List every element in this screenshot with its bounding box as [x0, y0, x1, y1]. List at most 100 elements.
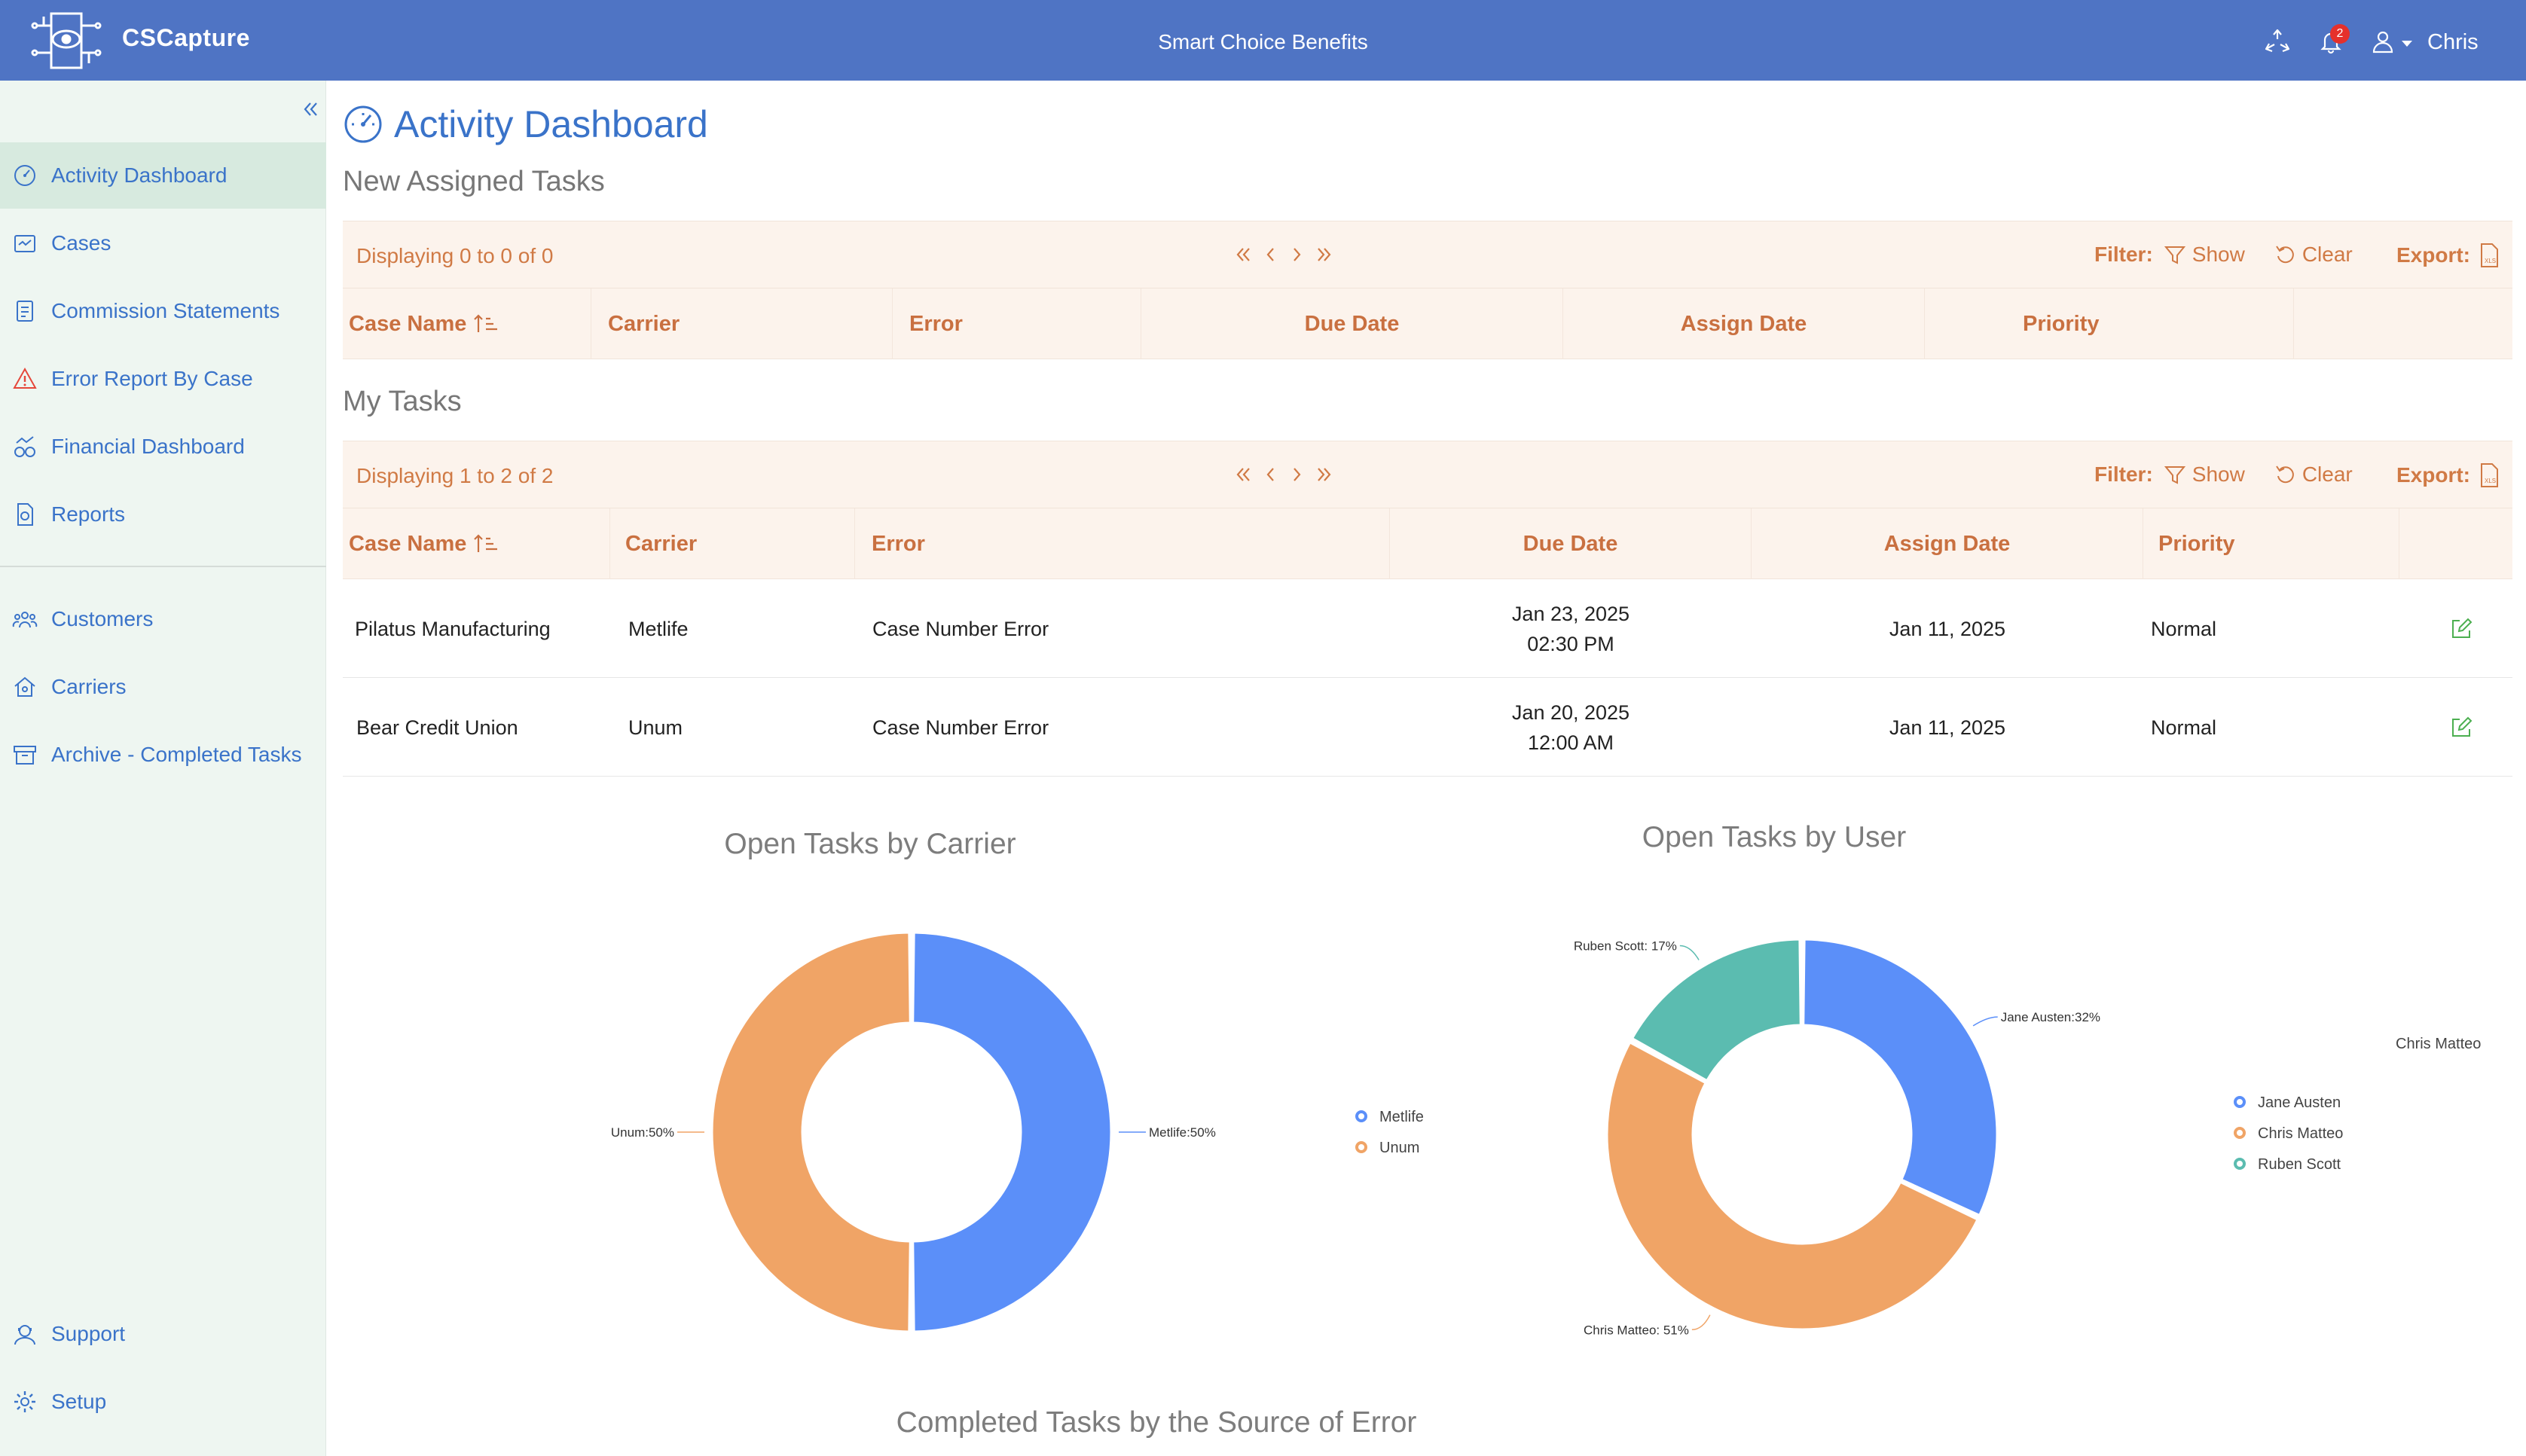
sidebar-divider — [0, 566, 326, 567]
sidebar-item-label: Archive - Completed Tasks — [51, 743, 302, 766]
error-cell: Case Number Error — [872, 716, 1049, 739]
excel-export-icon[interactable]: XLS — [2478, 462, 2500, 488]
column-header-due-date[interactable]: Due Date — [1141, 288, 1563, 359]
funnel-icon[interactable] — [2164, 243, 2186, 266]
sidebar-item-support[interactable]: Support — [0, 1301, 326, 1367]
legend-label[interactable]: Metlife — [1379, 1109, 1424, 1125]
case-name-cell[interactable]: Bear Credit Union — [356, 716, 518, 739]
filter-show-button[interactable]: Show — [2192, 462, 2245, 486]
excel-export-icon[interactable]: XLS — [2478, 243, 2500, 268]
reset-icon[interactable] — [2274, 463, 2296, 486]
due-date-cell: Jan 23, 2025 02:30 PM — [1511, 603, 1630, 655]
edit-icon[interactable] — [2449, 716, 2473, 740]
report-icon — [17, 503, 33, 526]
my-tasks-toolbar: Displaying 1 to 2 of 2 Filter: Show Clea… — [343, 441, 2512, 508]
donut-slice-chris-matteo[interactable] — [1605, 1040, 1980, 1331]
legend-marker[interactable] — [2234, 1096, 2246, 1108]
legend-marker[interactable] — [1355, 1141, 1367, 1153]
legend-marker[interactable] — [2234, 1158, 2246, 1170]
sort-ascending-icon[interactable] — [472, 313, 501, 335]
donut-slice-ruben-scott[interactable] — [1630, 938, 1802, 1082]
column-header-error[interactable]: Error — [893, 288, 1141, 359]
new-tasks-toolbar: Displaying 0 to 0 of 0 Filter: Show Clea… — [343, 221, 2512, 288]
prev-page-icon[interactable] — [1259, 241, 1281, 268]
sidebar-item-label: Support — [51, 1322, 126, 1345]
sidebar-item-carriers[interactable]: Carriers — [0, 654, 326, 720]
legend-label[interactable]: Chris Matteo — [2258, 1125, 2343, 1142]
recycle-icon[interactable] — [2265, 29, 2290, 54]
sidebar-item-cases[interactable]: Cases — [0, 210, 326, 276]
filter-clear-button[interactable]: Clear — [2302, 243, 2353, 266]
legend-label[interactable]: Ruben Scott — [2258, 1156, 2341, 1173]
pager — [1232, 461, 1336, 488]
export-label: Export: — [2396, 463, 2470, 487]
main-content: Activity Dashboard New Assigned Tasks Di… — [343, 81, 2512, 1456]
sidebar-item-reports[interactable]: Reports — [0, 481, 326, 548]
chart-title-user: Open Tasks by User — [1642, 821, 1907, 853]
sidebar-item-commission-statements[interactable]: Commission Statements — [0, 278, 326, 344]
case-name-cell[interactable]: Pilatus Manufacturing — [355, 617, 551, 640]
user-menu-caret-icon[interactable] — [2402, 41, 2412, 47]
legend-label[interactable]: Jane Austen — [2258, 1094, 2341, 1111]
next-page-icon[interactable] — [1286, 461, 1309, 488]
sidebar-item-setup[interactable]: Setup — [0, 1369, 326, 1435]
table-row[interactable]: Pilatus Manufacturing Metlife Case Numbe… — [343, 580, 2512, 678]
column-header-case-name[interactable]: Case Name — [343, 508, 610, 579]
collapse-sidebar-icon[interactable] — [300, 99, 321, 120]
top-bar: CSCapture Smart Choice Benefits 2 Chris — [0, 0, 2526, 81]
donut-slice-unum[interactable] — [710, 931, 912, 1333]
column-header-assign-date[interactable]: Assign Date — [1563, 288, 1925, 359]
cscapture-logo-icon[interactable] — [21, 9, 111, 72]
table-row[interactable]: Bear Credit Union Unum Case Number Error… — [343, 679, 2512, 777]
next-page-icon[interactable] — [1286, 241, 1309, 268]
legend-marker[interactable] — [2234, 1127, 2246, 1139]
sidebar-item-label: Customers — [51, 607, 154, 630]
filter-clear-button[interactable]: Clear — [2302, 462, 2353, 486]
sidebar-item-customers[interactable]: Customers — [0, 586, 326, 652]
filter-label: Filter: — [2094, 243, 2153, 266]
column-header-priority[interactable]: Priority — [1925, 288, 2294, 359]
sidebar-item-label: Financial Dashboard — [51, 435, 245, 458]
priority-cell: Normal — [2151, 716, 2217, 739]
assign-date-cell: Jan 11, 2025 — [1889, 618, 2006, 640]
my-tasks-title: My Tasks — [343, 386, 462, 417]
sort-ascending-icon[interactable] — [472, 533, 501, 555]
column-header-due-date[interactable]: Due Date — [1390, 508, 1752, 579]
slice-label: Unum:50% — [611, 1125, 674, 1140]
notification-badge: 2 — [2330, 24, 2350, 44]
first-page-icon[interactable] — [1232, 241, 1254, 268]
reset-icon[interactable] — [2274, 243, 2296, 266]
column-header-carrier[interactable]: Carrier — [610, 508, 855, 579]
funnel-icon[interactable] — [2164, 463, 2186, 486]
edit-icon[interactable] — [2449, 617, 2473, 641]
donut-slice-metlife[interactable] — [912, 931, 1113, 1333]
slice-label-leader — [1972, 1016, 1998, 1027]
displaying-count: Displaying 0 to 0 of 0 — [356, 244, 554, 267]
donut-slice-jane-austen[interactable] — [1802, 938, 1999, 1217]
archive-icon — [14, 746, 36, 765]
sidebar-item-activity-dashboard[interactable]: Activity Dashboard — [0, 142, 326, 209]
column-header-error[interactable]: Error — [855, 508, 1390, 579]
username[interactable]: Chris — [2427, 30, 2479, 54]
user-icon[interactable] — [2370, 29, 2396, 54]
sidebar-item-financial-dashboard[interactable]: Financial Dashboard — [0, 414, 326, 480]
page-title-text: Activity Dashboard — [394, 103, 708, 145]
carrier-cell: Unum — [628, 716, 683, 739]
filter-controls: Filter: Show Clear — [2094, 462, 2381, 487]
column-header-priority[interactable]: Priority — [2143, 508, 2399, 579]
sidebar-item-error-report[interactable]: Error Report By Case — [0, 346, 326, 412]
last-page-icon[interactable] — [1313, 461, 1336, 488]
legend-marker[interactable] — [1355, 1110, 1367, 1122]
sidebar-item-label: Commission Statements — [51, 299, 280, 322]
last-page-icon[interactable] — [1313, 241, 1336, 268]
sidebar-item-archive[interactable]: Archive - Completed Tasks — [0, 722, 326, 788]
filter-show-button[interactable]: Show — [2192, 243, 2245, 266]
column-header-carrier[interactable]: Carrier — [591, 288, 893, 359]
legend-label[interactable]: Unum — [1379, 1140, 1419, 1156]
new-assigned-tasks-title: New Assigned Tasks — [343, 166, 605, 197]
column-header-assign-date[interactable]: Assign Date — [1752, 508, 2143, 579]
column-header-case-name[interactable]: Case Name — [343, 288, 591, 359]
first-page-icon[interactable] — [1232, 461, 1254, 488]
prev-page-icon[interactable] — [1259, 461, 1281, 488]
customers-icon — [12, 612, 38, 628]
